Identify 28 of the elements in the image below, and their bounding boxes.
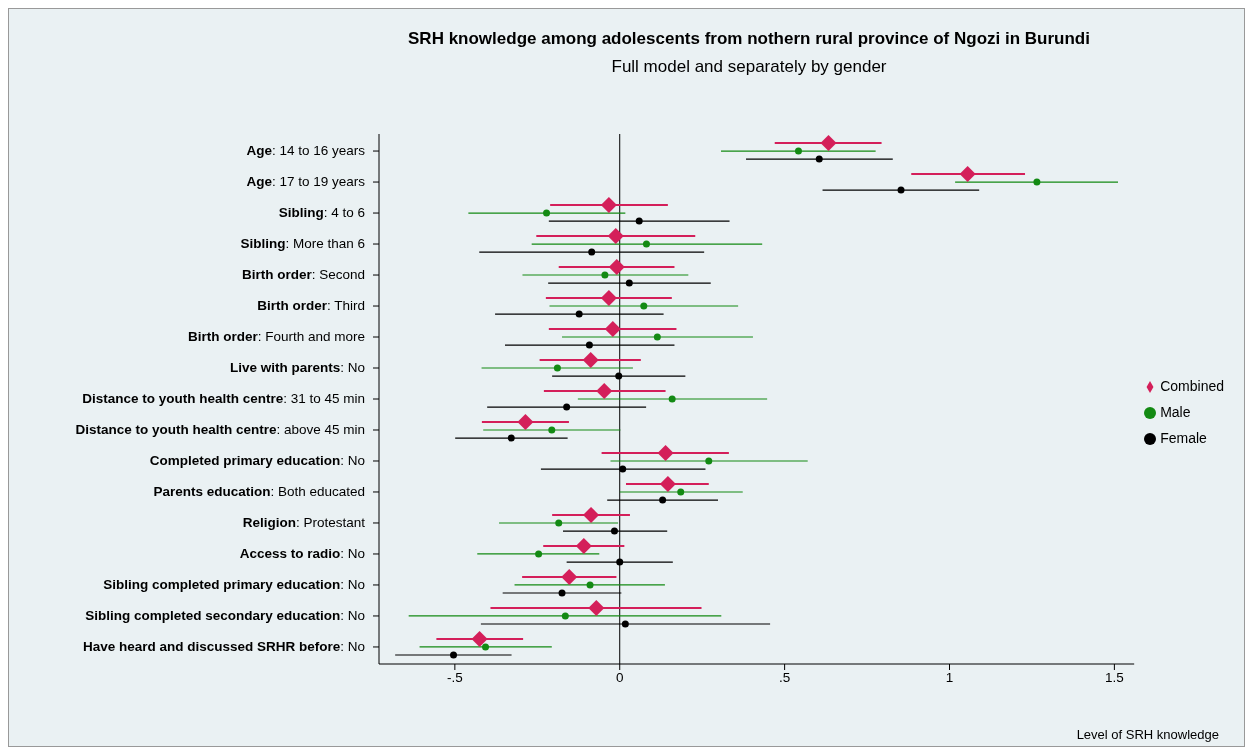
y-tick-label: Birth order: Second bbox=[241, 267, 365, 283]
y-tick-label: Completed primary education: No bbox=[149, 452, 365, 468]
y-tick-label: Birth order: Fourth and more bbox=[187, 329, 365, 345]
x-tick-label: 1 bbox=[945, 669, 954, 685]
y-tick-label: Parents education: Both educated bbox=[153, 483, 365, 499]
x-axis-title: Level of SRH knowledge bbox=[1075, 727, 1219, 742]
x-tick-label: -.5 bbox=[446, 669, 463, 685]
x-tick-label: 0 bbox=[615, 669, 624, 685]
y-tick-label: Religion: Protestant bbox=[242, 514, 366, 530]
legend-label: Male bbox=[1160, 403, 1191, 420]
y-tick-label: Age: 14 to 16 years bbox=[246, 143, 366, 159]
y-tick-label: Have heard and discussed SRHR before: No bbox=[82, 638, 365, 654]
y-tick-label: Birth order: Third bbox=[257, 298, 365, 314]
chart-title: SRH knowledge among adolescents from nothern rural province of Ngozi in Burundi bbox=[407, 29, 1091, 49]
y-tick-label: Distance to youth health centre: above 45 min bbox=[75, 421, 365, 437]
y-tick-label: Age: 17 to 19 years bbox=[246, 174, 366, 190]
y-tick-label: Sibling completed secondary education: No bbox=[85, 607, 365, 623]
y-tick-label: Live with parents: No bbox=[229, 360, 365, 376]
x-tick-label: 1.5 bbox=[1105, 669, 1124, 685]
y-tick-label: Sibling: More than 6 bbox=[240, 236, 365, 252]
legend-label: Combined bbox=[1160, 377, 1224, 394]
legend-label: Female bbox=[1160, 429, 1207, 446]
y-tick-label: Sibling completed primary education: No bbox=[103, 576, 365, 592]
y-tick-label: Sibling: 4 to 6 bbox=[278, 205, 365, 221]
chart-subtitle: Full model and separately by gender bbox=[610, 57, 888, 77]
x-tick-label: .5 bbox=[778, 669, 791, 685]
y-tick-label: Access to radio: No bbox=[239, 545, 365, 561]
y-tick-label: Distance to youth health centre: 31 to 45 min bbox=[82, 391, 365, 406]
